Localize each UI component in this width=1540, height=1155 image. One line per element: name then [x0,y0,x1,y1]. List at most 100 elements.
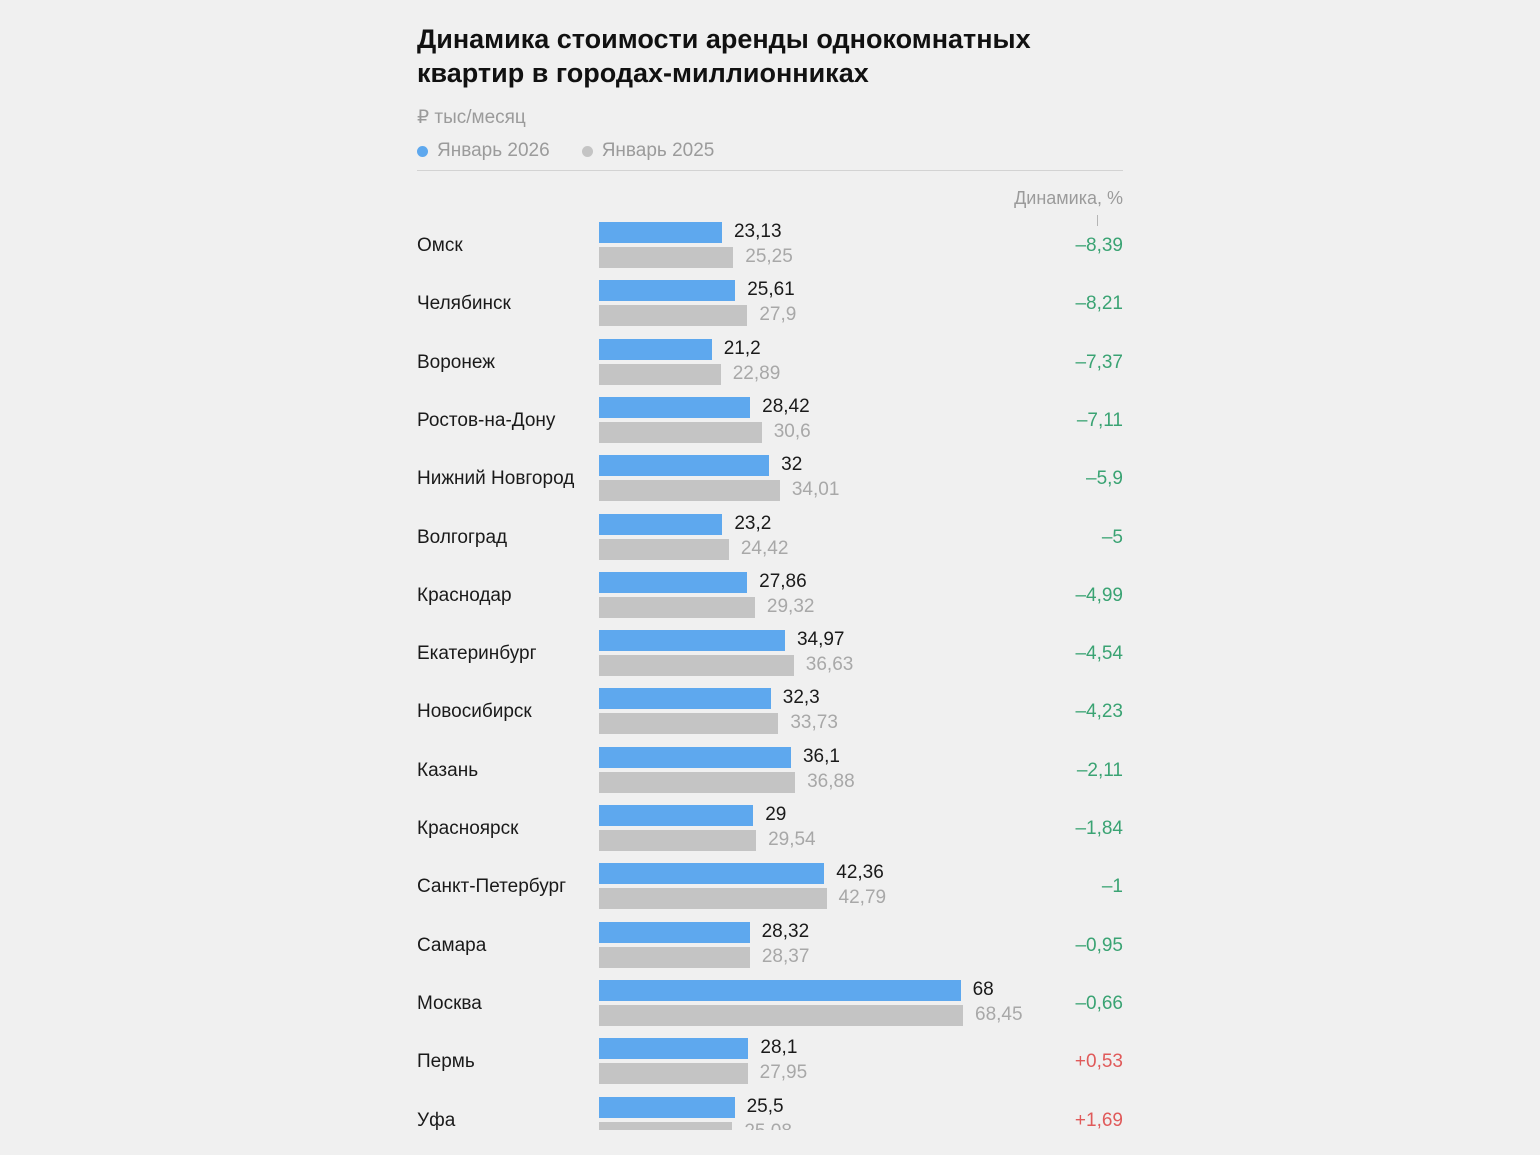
dynamics-header: Динамика, % [1014,188,1123,208]
dynamics-value: –0,95 [1075,934,1123,956]
dynamics-value: –8,39 [1075,235,1123,256]
bar-2026 [599,688,771,710]
value-label-2025: 36,63 [805,654,854,676]
bar-row: Воронеж 21,2 22,89 –7,37 [417,337,1123,389]
dynamics-value: –7,37 [1075,351,1123,373]
dynamics-value: –2,11 [1076,759,1123,781]
value-label-2025: 28,37 [761,945,810,967]
city-label: Нижний Новгород [417,468,575,490]
city-label: Казань [417,759,479,781]
city-label: Красноярск [417,818,519,839]
bar-2026 [599,280,736,302]
value-label-2026: 32,3 [782,687,820,709]
value-label-2025: 27,95 [759,1062,808,1084]
city-label: Волгоград [417,526,508,548]
legend-dot-2026 [417,145,428,157]
city-label: Ростов-на-Дону [417,409,556,431]
value-label-2026: 21,2 [723,337,761,359]
value-label-2025: 36,88 [807,770,855,792]
value-label-2025: 25,08 [744,1121,792,1131]
bar-row: Новосибирск 32,3 33,73 –4,23 [417,687,1123,738]
city-label: Уфа [417,1109,456,1131]
bar-row: Красноярск 29 29,54 –1,84 [417,804,1123,855]
city-label: Воронеж [417,351,495,373]
bar-2026 [599,979,961,1001]
dynamics-value: –0,66 [1075,992,1123,1014]
bar-2026 [599,863,825,885]
dynamics-value: +1,69 [1074,1109,1123,1131]
value-label-2026: 42,36 [836,862,884,884]
value-label-2025: 34,01 [791,479,840,501]
bar-2025 [599,480,780,502]
value-label-2025: 29,54 [768,829,816,850]
bar-row: Нижний Новгород 32 34,01 –5,9 [417,454,1123,505]
bar-2025 [599,421,762,443]
value-label-2026: 23,2 [734,512,772,534]
bar-2026 [599,630,785,652]
bar-2026 [599,396,751,418]
value-label-2025: 29,32 [766,595,815,617]
bar-row: Ростов-на-Дону 28,42 30,6 –7,11 [417,395,1123,447]
bar-row: Санкт-Петербург 42,36 42,79 –1 [417,862,1123,913]
bar-2025 [599,1121,733,1130]
value-label-2025: 42,79 [838,887,887,909]
bar-2025 [599,655,794,677]
bar-2026 [599,338,712,360]
bar-row: Пермь 28,1 27,95 +0,53 [417,1037,1123,1088]
value-label-2025: 25,25 [745,246,793,267]
bar-2026 [599,1096,735,1118]
dynamics-value: +0,53 [1074,1051,1123,1073]
bar-2025 [599,247,734,268]
city-label: Краснодар [417,584,512,606]
value-label-2026: 29 [765,804,787,825]
city-label: Москва [417,992,482,1014]
bar-row: Казань 36,1 36,88 –2,11 [417,745,1123,797]
bar-row: Самара 28,32 28,37 –0,95 [417,920,1123,972]
value-label-2026: 28,1 [760,1037,798,1059]
legend-item-2026: Январь 2026 [417,140,550,162]
dynamics-value: –4,54 [1075,643,1123,665]
city-label: Новосибирск [417,701,532,723]
bar-row: Краснодар 27,86 29,32 –4,99 [417,571,1123,622]
bar-2025 [599,1063,748,1085]
value-label-2026: 32 [781,454,803,476]
dynamics-value: –1,84 [1075,818,1123,839]
bar-2026 [599,805,754,826]
legend-item-2025: Январь 2025 [581,140,715,162]
value-label-2025: 33,73 [790,712,838,734]
bar-row: Челябинск 25,61 27,9 –8,21 [417,279,1123,330]
bar-2025 [599,596,755,618]
bar-2026 [599,571,748,593]
bar-2025 [599,305,748,327]
value-label-2026: 36,1 [802,745,840,767]
value-label-2025: 27,9 [759,304,797,326]
value-label-2026: 25,61 [747,279,795,301]
value-label-2026: 23,13 [733,221,782,242]
value-label-2026: 28,42 [762,395,810,417]
bar-rows: Омск 23,13 25,25 –8,39 Челябинск 25,61 27,9 –8,… [417,22,1123,1130]
dynamics-value: –7,11 [1076,409,1123,431]
dynamics-value: –5,9 [1086,468,1123,490]
dynamics-value: –1 [1101,876,1123,898]
bar-2025 [599,1004,963,1026]
value-label-2026: 28,32 [761,920,810,942]
bar-2025 [599,363,721,385]
city-label: Екатеринбург [417,643,537,665]
value-label-2025: 24,42 [740,537,789,559]
dynamics-tick [1097,215,1098,226]
value-label-2025: 68,45 [975,1003,1023,1025]
bar-row: Волгоград 23,2 24,42 –5 [417,512,1123,564]
bar-2025 [599,538,729,560]
legend-label-2025: Январь 2025 [601,140,715,161]
city-label: Челябинск [417,293,511,315]
bar-row: Уфа 25,5 25,08 +1,69 [417,1096,1123,1131]
bar-row: Омск 23,13 25,25 –8,39 [417,221,1123,272]
legend: Январь 2026 Январь 2025 [417,139,1123,163]
city-label: Самара [417,934,487,956]
bar-2026 [599,921,750,943]
legend-label-2026: Январь 2026 [437,140,550,161]
bar-2026 [599,746,791,768]
unit-label: ₽ тыс/месяц [417,107,526,128]
value-label-2026: 68 [972,978,994,1000]
bar-2026 [599,513,723,535]
